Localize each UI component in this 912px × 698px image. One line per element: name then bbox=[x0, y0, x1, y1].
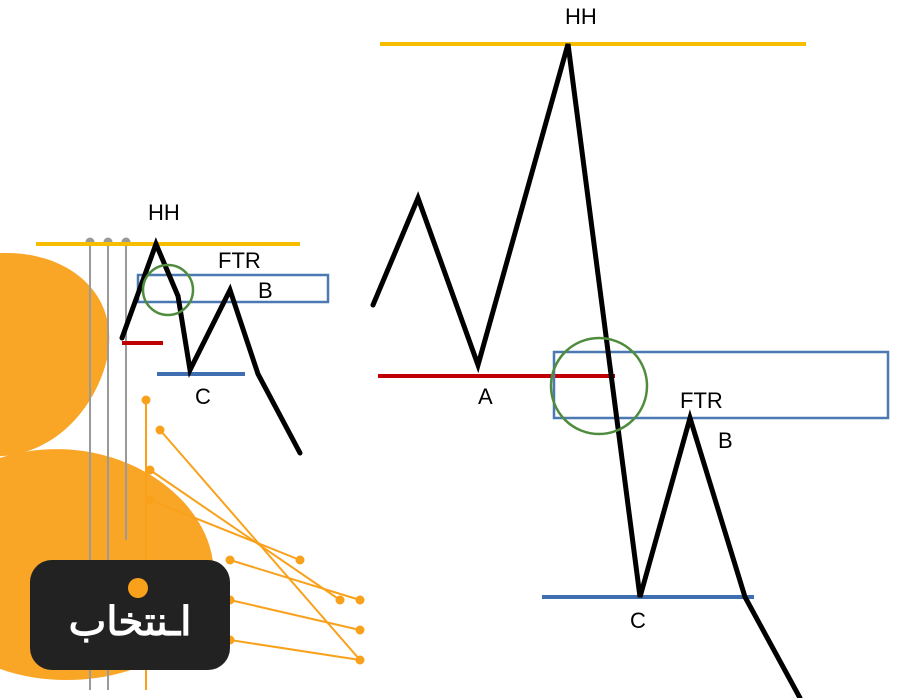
diagram-stage: HH FTR B C HH FTR A B C اـنتخاب bbox=[0, 0, 912, 698]
svg-text:اـنتخاب: اـنتخاب bbox=[69, 600, 192, 644]
watermark-logo: اـنتخاب bbox=[0, 0, 912, 698]
